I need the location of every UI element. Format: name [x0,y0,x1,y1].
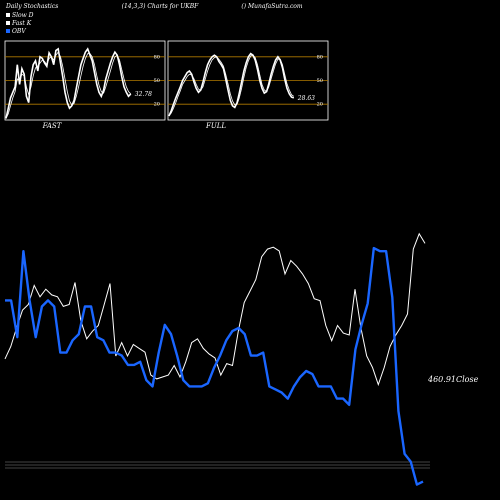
price-obv-panel [4,232,430,486]
fast-tick-20: 20 [154,102,160,108]
fast-series-slow-d [5,51,132,119]
legend-swatch-slow-d [6,13,10,17]
full-panel-caption: FULL [205,122,226,130]
legend-swatch-fast-k [6,21,10,25]
fast-tick-50: 50 [154,78,160,84]
full-tick-20: 20 [317,102,323,108]
obv-line [5,246,424,486]
full-series-slow-d [168,54,295,117]
legend-label-slow-d: Slow D [12,12,34,19]
legend-label-obv: OBV [12,28,26,35]
header-right: () MunafaSutra.com [241,3,303,10]
header-center: (14,3,3) Charts for UKBF [122,3,200,10]
fast-series-fast-k [5,47,132,119]
header-left: Daily Stochastics [5,3,58,10]
fast-panel-caption: FAST [42,122,63,130]
close-label: 460.91Close [427,375,479,384]
fast-stochastic-panel: 20 50 80 32.78 [4,40,166,121]
close-price-line [4,232,426,387]
full-tick-80: 80 [317,54,323,60]
full-tick-50: 50 [317,78,323,84]
legend-label-fast-k: Fast K [11,20,32,27]
full-stochastic-panel: 20 50 80 28.63 [167,40,329,121]
legend: Slow D Fast K OBV [6,12,34,35]
fast-tick-80: 80 [154,54,160,60]
full-last-value: 28.63 [297,95,315,102]
legend-swatch-obv [6,29,10,33]
full-series-fast-k [168,52,295,117]
fast-last-value: 32.78 [135,91,152,98]
